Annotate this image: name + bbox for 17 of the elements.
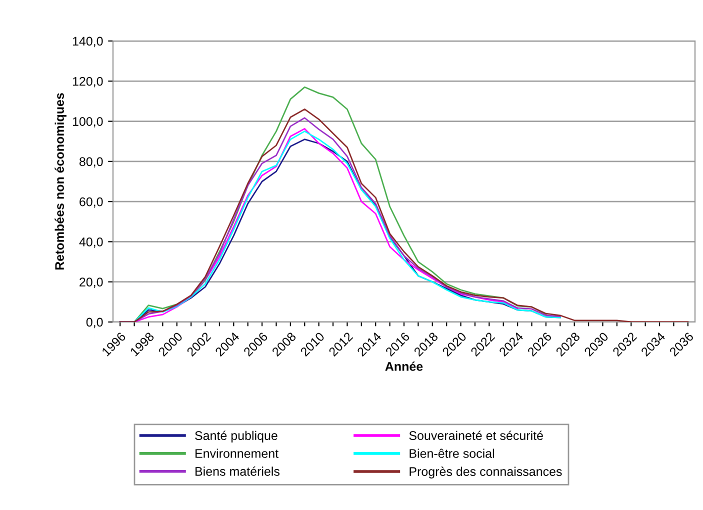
legend-label: Biens matériels <box>196 466 280 476</box>
legend-label: Environnement <box>196 448 278 458</box>
y-tick-label: 0,0 <box>86 318 103 328</box>
line-series <box>119 108 689 322</box>
y-tick-label: 60,0 <box>80 197 103 208</box>
y-tick-label: 140,0 <box>72 36 103 48</box>
legend-label: Souveraineté et sécurité <box>409 430 543 440</box>
y-tick-label: 80,0 <box>79 157 103 168</box>
y-tick-label: 120,0 <box>72 76 103 88</box>
legend-label: Bien-être social <box>410 448 494 458</box>
legend-label: Santé publique <box>195 430 278 442</box>
y-axis-title: Retombées non économiques <box>54 93 66 270</box>
x-axis-title: Année <box>385 362 423 371</box>
y-tick-label: 100,0 <box>72 117 103 128</box>
legend-label: Progrès des connaissances <box>410 466 562 478</box>
y-tick-label: 40,0 <box>79 238 103 248</box>
y-tick-label: 20,0 <box>80 278 103 288</box>
